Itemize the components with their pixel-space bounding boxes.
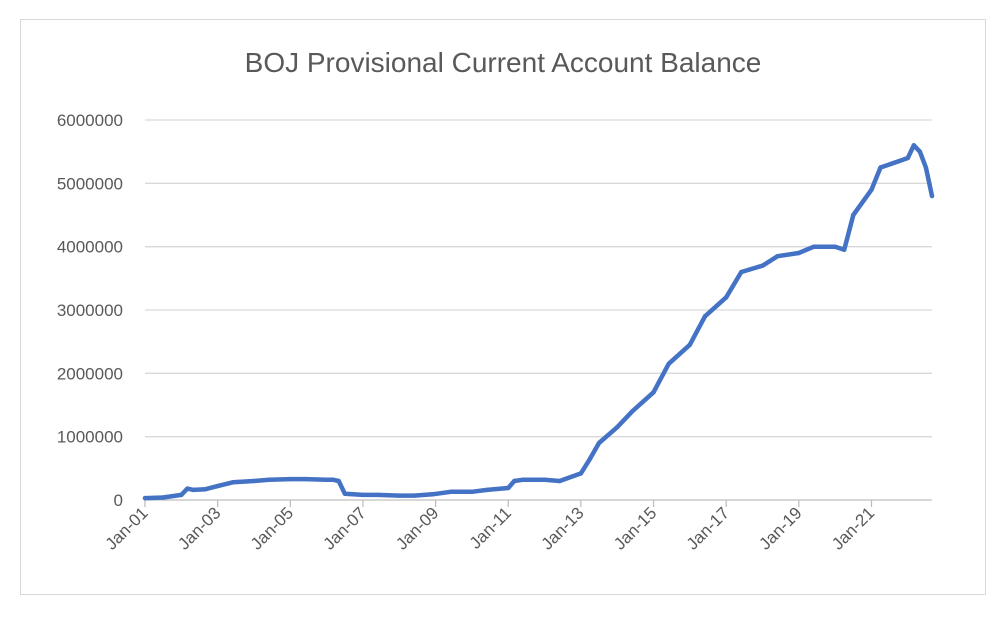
x-tick-label: Jan-07 [320, 503, 370, 553]
data-point [651, 390, 656, 395]
data-point [542, 477, 547, 482]
data-point [342, 491, 347, 496]
data-point [666, 361, 671, 366]
data-point [512, 478, 517, 484]
data-point [578, 471, 584, 476]
x-tick-label: Jan-03 [174, 503, 224, 553]
data-point [923, 165, 929, 170]
y-tick-label: 6000000 [57, 111, 123, 130]
data-point [161, 495, 166, 500]
data-point [832, 244, 838, 249]
y-tick-label: 1000000 [57, 428, 123, 447]
data-point [251, 478, 257, 484]
y-axis-tick-labels: 0 1000000 2000000 3000000 4000000 5000000 6000… [57, 111, 123, 510]
gridlines [145, 119, 932, 501]
data-point [288, 476, 293, 482]
x-tick-label: Jan-05 [247, 503, 297, 553]
data-point [469, 489, 475, 494]
y-tick-label: 3000000 [57, 301, 123, 320]
x-tick-label: Jan-17 [683, 503, 733, 553]
data-point [842, 247, 847, 252]
data-point [557, 478, 562, 484]
data-point [360, 492, 366, 498]
data-point [911, 143, 916, 148]
data-point [191, 487, 196, 493]
data-point [896, 159, 901, 164]
data-point [230, 480, 235, 485]
chart-title: BOJ Provisional Current Account Balance [244, 47, 762, 78]
data-point [330, 477, 335, 482]
data-point [506, 485, 511, 491]
data-point [811, 244, 817, 249]
y-tick-label: 4000000 [57, 238, 123, 257]
data-point [185, 486, 190, 491]
data-point [905, 155, 910, 161]
data-point [375, 492, 381, 498]
data-point [203, 487, 208, 492]
data-point [796, 250, 801, 256]
data-point [929, 193, 935, 199]
series-group [142, 143, 935, 501]
data-point [760, 263, 765, 268]
data-point [521, 477, 526, 482]
data-point [739, 269, 744, 275]
x-tick-label: Jan-01 [102, 503, 152, 553]
data-point [878, 165, 883, 170]
data-point [587, 456, 593, 461]
data-point [484, 487, 490, 493]
chart-frame [20, 19, 986, 595]
data-point [724, 295, 729, 300]
x-tick-label: Jan-19 [755, 503, 805, 553]
data-point [615, 425, 620, 430]
data-point [702, 314, 708, 319]
data-point [448, 489, 453, 494]
data-point [179, 492, 184, 498]
x-tick-label: Jan-09 [392, 503, 442, 553]
y-tick-label: 5000000 [57, 174, 123, 193]
data-point [869, 187, 874, 192]
data-point [324, 477, 329, 482]
data-point [596, 440, 602, 446]
data-point [142, 495, 148, 501]
x-tick-label: Jan-11 [466, 503, 515, 552]
data-point [266, 477, 272, 482]
data-point [397, 493, 402, 498]
data-point [775, 254, 780, 259]
y-tick-label: 0 [114, 491, 123, 510]
data-point [215, 483, 220, 489]
x-tick-label: Jan-21 [828, 503, 878, 553]
x-axis-tick-labels: Jan-01 Jan-03 Jan-05 Jan-07 Jan-09 Jan-11 Jan-… [102, 500, 878, 554]
data-point [917, 149, 923, 154]
y-tick-label: 2000000 [57, 364, 123, 383]
data-point [412, 493, 417, 498]
data-point [630, 409, 635, 414]
data-point [851, 212, 856, 218]
data-point [303, 476, 308, 482]
data-point [430, 492, 435, 497]
data-point [687, 342, 692, 347]
x-tick-label: Jan-13 [538, 503, 588, 553]
series-line [142, 143, 935, 501]
x-tick-label: Jan-15 [610, 503, 660, 553]
data-point [336, 478, 341, 484]
